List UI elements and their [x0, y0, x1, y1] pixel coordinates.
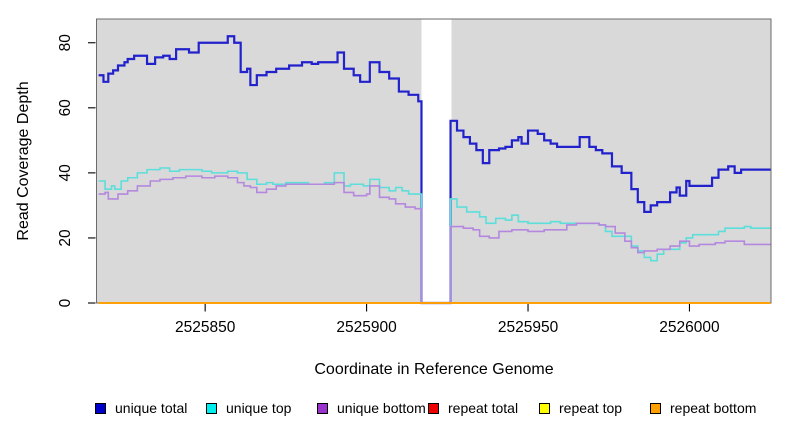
- legend-label: unique total: [115, 400, 188, 416]
- y-tick-label: 20: [57, 229, 74, 247]
- legend-swatch-unique-top: [206, 402, 217, 414]
- x-axis-title: Coordinate in Reference Genome: [314, 361, 554, 378]
- legend-item-repeat-top: repeat top: [539, 399, 622, 417]
- x-tick-label: 2525900: [336, 319, 397, 336]
- x-tick-label: 2525950: [498, 319, 559, 336]
- legend-label: repeat total: [448, 400, 519, 416]
- series-unique-bottom: [98, 175, 771, 304]
- legend-swatch-repeat-top: [539, 402, 550, 414]
- y-axis-title: Read Coverage Depth: [15, 81, 32, 241]
- legend-item-repeat-total: repeat total: [428, 399, 518, 417]
- x-tick-label: 2526000: [659, 319, 720, 336]
- series-unique-top: [98, 167, 771, 304]
- legend-label: unique bottom: [337, 400, 426, 416]
- legend-swatch-repeat-total: [428, 402, 439, 414]
- y-tick-label: 60: [57, 99, 74, 117]
- legend: unique total unique top unique bottom re…: [0, 399, 792, 421]
- legend-swatch-repeat-bottom: [650, 402, 661, 414]
- legend-item-unique-top: unique top: [206, 399, 291, 417]
- legend-item-repeat-bottom: repeat bottom: [650, 399, 756, 417]
- y-tick-label: 0: [57, 298, 74, 307]
- legend-item-unique-bottom: unique bottom: [317, 399, 426, 417]
- legend-label: repeat top: [559, 400, 623, 416]
- legend-label: unique top: [226, 400, 292, 416]
- legend-swatch-unique-bottom: [317, 402, 328, 414]
- x-tick-label: 2525850: [175, 319, 236, 336]
- y-tick-label: 80: [57, 34, 74, 52]
- legend-item-unique-total: unique total: [95, 399, 187, 417]
- legend-label: repeat bottom: [670, 400, 757, 416]
- legend-swatch-unique-total: [95, 402, 106, 414]
- coverage-gap-band: [421, 19, 452, 303]
- y-tick-label: 40: [57, 164, 74, 182]
